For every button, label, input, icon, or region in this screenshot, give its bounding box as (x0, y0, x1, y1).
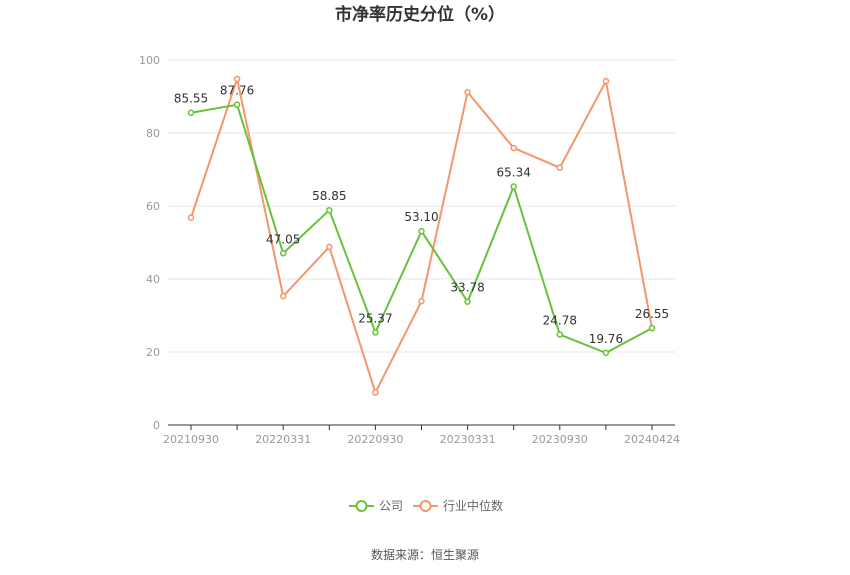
data-point (602, 349, 610, 357)
x-tick-label: 20230930 (532, 433, 588, 446)
x-tick-label: 20240424 (624, 433, 680, 446)
legend-marker (355, 500, 368, 512)
data-point (556, 164, 564, 171)
data-point (648, 324, 656, 332)
data-point (418, 298, 425, 305)
data-point (279, 250, 287, 257)
data-point (556, 331, 564, 338)
axes: 0 20 40 60 80 100 20210930 20220331 20220930 2023… (139, 54, 680, 446)
data-label: 65.34 (497, 166, 531, 180)
data-point (464, 88, 471, 96)
data-labels: 85.55 87.76 47.05 58.85 25.37 53.10 33.78 65.34… (174, 84, 669, 346)
data-point (602, 77, 610, 85)
data-point (464, 298, 471, 305)
series-points (187, 75, 656, 396)
data-point (187, 109, 195, 116)
data-point (233, 101, 241, 108)
y-tick-label: 20 (146, 346, 160, 359)
data-label: 19.76 (589, 332, 623, 346)
data-point (372, 329, 379, 336)
grid (168, 59, 675, 353)
data-label: 53.10 (404, 210, 438, 224)
y-tick-label: 0 (153, 419, 160, 432)
source-note: 数据来源：恒生聚源 (371, 547, 479, 562)
data-label: 26.55 (635, 307, 669, 321)
x-tick-label: 20220331 (255, 433, 311, 446)
data-label: 85.55 (174, 92, 208, 106)
data-point (510, 183, 517, 190)
data-point (187, 214, 195, 221)
data-label: 47.05 (266, 232, 300, 246)
x-tick-label: 20220930 (347, 433, 403, 446)
legend-label: 行业中位数 (443, 498, 503, 513)
data-point (279, 292, 287, 300)
series-lines (190, 77, 653, 394)
chart-title: 市净率历史分位（%） (335, 4, 505, 25)
y-tick-label: 40 (146, 273, 160, 286)
x-tick-label: 20230331 (440, 433, 496, 446)
data-point (418, 227, 425, 235)
data-point (372, 389, 379, 396)
legend-item-1[interactable]: 行业中位数 (413, 498, 503, 513)
data-label: 33.78 (450, 281, 484, 295)
data-point (510, 144, 517, 152)
data-point (326, 243, 333, 251)
legend-item-0[interactable]: 公司 (349, 499, 403, 513)
y-tick-label: 80 (146, 127, 160, 140)
data-label: 58.85 (312, 189, 346, 203)
y-tick-label: 60 (146, 200, 160, 213)
legend-marker (419, 500, 432, 512)
legend[interactable]: 公司 行业中位数 (349, 498, 503, 513)
data-label: 25.37 (358, 311, 392, 325)
y-tick-label: 100 (139, 54, 160, 67)
legend-label: 公司 (379, 499, 403, 513)
data-label: 24.78 (543, 314, 577, 328)
series-line-1 (190, 77, 653, 394)
data-label: 87.76 (220, 84, 254, 98)
data-point (326, 206, 333, 214)
x-tick-label: 20210930 (163, 433, 219, 446)
data-point (233, 75, 241, 83)
